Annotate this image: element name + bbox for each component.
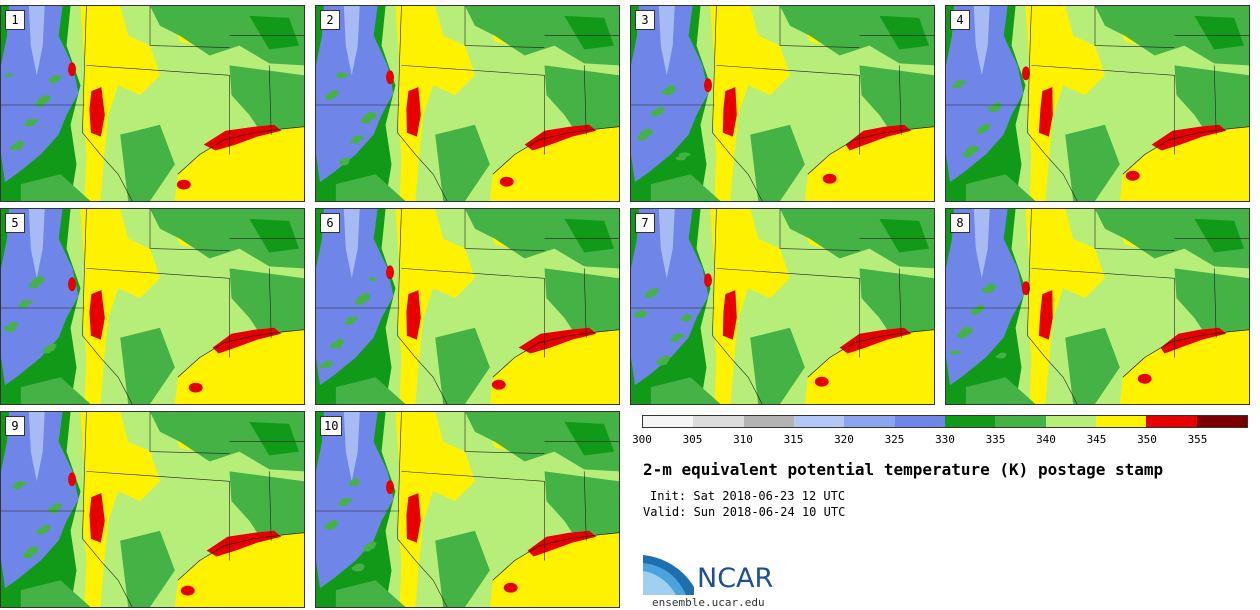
ensemble-member-panel: 4 bbox=[945, 5, 1250, 202]
ensemble-member-panel: 3 bbox=[630, 5, 935, 202]
member-number-label: 9 bbox=[5, 416, 25, 436]
colorbar-tick-label: 335 bbox=[985, 433, 1006, 446]
ensemble-member-panel: 2 bbox=[315, 5, 620, 202]
init-time: Init: Sat 2018-06-23 12 UTC bbox=[650, 489, 846, 503]
colorbar-tick-label: 325 bbox=[884, 433, 905, 446]
colorbar-tick-label: 340 bbox=[1036, 433, 1056, 446]
colorbar-tick-label: 355 bbox=[1187, 433, 1208, 446]
colorbar-tick-label: 310 bbox=[733, 433, 753, 446]
colorbar-swatch bbox=[693, 416, 744, 427]
ensemble-member-panel: 1 bbox=[0, 5, 305, 202]
colorbar-swatch bbox=[1196, 416, 1247, 427]
ensemble-member-panel: 8 bbox=[945, 208, 1250, 405]
member-number-label: 6 bbox=[320, 213, 340, 233]
ncar-logo-text: NCAR bbox=[697, 563, 774, 594]
member-number-label: 1 bbox=[5, 10, 25, 30]
member-number-label: 5 bbox=[5, 213, 25, 233]
colorbar-swatch bbox=[844, 416, 895, 427]
ensemble-member-panel: 6 bbox=[315, 208, 620, 405]
colorbar-tick-label: 330 bbox=[935, 433, 955, 446]
colorbar-swatches bbox=[642, 415, 1248, 428]
colorbar: 300 305 310 315 320 325 330 335 340 345 350 355 bbox=[632, 415, 1248, 446]
colorbar-swatch bbox=[793, 416, 845, 427]
colorbar-tick-label: 315 bbox=[783, 433, 804, 446]
colorbar-swatch bbox=[1146, 416, 1197, 427]
site-url: ensemble.ucar.edu bbox=[652, 596, 765, 609]
figure-title: 2-m equivalent potential temperature (K)… bbox=[643, 460, 1164, 479]
colorbar-tick-label: 305 bbox=[682, 433, 703, 446]
ncar-swoosh-icon bbox=[643, 555, 694, 595]
colorbar-swatch bbox=[743, 416, 794, 427]
colorbar-swatch bbox=[643, 416, 694, 427]
member-number-label: 7 bbox=[635, 213, 655, 233]
ensemble-member-panel: 5 bbox=[0, 208, 305, 405]
member-number-label: 2 bbox=[320, 10, 340, 30]
colorbar-tick-label: 320 bbox=[834, 433, 854, 446]
colorbar-swatch bbox=[1095, 416, 1147, 427]
ensemble-member-panel: 7 bbox=[630, 208, 935, 405]
member-number-label: 10 bbox=[320, 416, 343, 436]
colorbar-swatch bbox=[1045, 416, 1096, 427]
member-number-label: 8 bbox=[950, 213, 970, 233]
ensemble-member-panel: 9 bbox=[0, 411, 305, 608]
member-number-label: 3 bbox=[635, 10, 655, 30]
colorbar-swatch bbox=[995, 416, 1046, 427]
colorbar-swatch bbox=[944, 416, 996, 427]
colorbar-tick-label: 345 bbox=[1086, 433, 1107, 446]
colorbar-tick-label: 300 bbox=[632, 433, 652, 446]
member-number-label: 4 bbox=[950, 10, 970, 30]
ensemble-member-panel: 10 bbox=[315, 411, 620, 608]
colorbar-tick-label: 350 bbox=[1137, 433, 1157, 446]
valid-time: Valid: Sun 2018-06-24 10 UTC bbox=[643, 505, 846, 519]
colorbar-swatch bbox=[894, 416, 945, 427]
